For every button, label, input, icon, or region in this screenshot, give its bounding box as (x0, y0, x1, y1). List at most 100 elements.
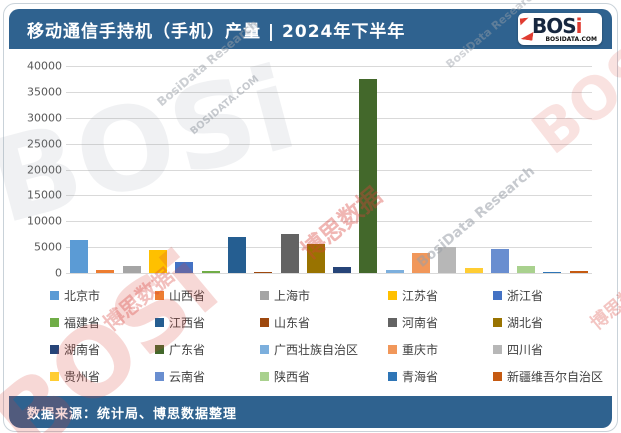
grid-line (66, 169, 592, 171)
bar-贵州省 (464, 268, 483, 273)
y-axis-label: 5000 (34, 240, 62, 254)
legend-swatch-icon (388, 290, 397, 300)
grid-line (66, 143, 592, 145)
legend-label: 广东省 (169, 342, 206, 357)
bar-江西省 (227, 237, 246, 273)
grid-line (66, 91, 592, 93)
legend-label: 浙江省 (507, 288, 544, 303)
legend-swatch-icon (493, 371, 502, 381)
grid-line (66, 195, 592, 197)
legend-swatch-icon (493, 344, 502, 354)
legend-swatch-icon (155, 371, 164, 381)
bar-河南省 (280, 234, 299, 273)
y-axis-label: 15000 (27, 188, 62, 202)
legend-item: 山东省 (260, 315, 388, 330)
legend-label: 湖北省 (507, 315, 544, 330)
legend-swatch-icon (260, 371, 269, 381)
legend-label: 福建省 (64, 315, 101, 330)
legend-label: 重庆市 (402, 342, 439, 357)
y-axis-label: 25000 (27, 137, 62, 151)
grid-line (66, 273, 592, 274)
legend-item: 湖南省 (50, 342, 155, 357)
logo-triangle-icon (520, 18, 530, 26)
y-axis-label: 40000 (27, 59, 62, 73)
grid-line (66, 66, 592, 67)
bar-上海市 (122, 266, 141, 273)
legend-item: 重庆市 (388, 342, 493, 357)
bar-浙江省 (175, 262, 194, 273)
y-axis-label: 30000 (27, 111, 62, 125)
legend-swatch-icon (50, 290, 59, 300)
legend-swatch-icon (493, 290, 502, 300)
bar-重庆市 (412, 253, 430, 273)
legend-swatch-icon (50, 344, 59, 354)
legend-item: 江西省 (155, 315, 260, 330)
legend-label: 河南省 (402, 315, 439, 330)
logo-domain: BOSIDATA.COM (545, 36, 597, 43)
bar-江苏省 (149, 250, 168, 273)
bar-湖南省 (333, 267, 352, 273)
legend-label: 云南省 (169, 369, 206, 384)
bar-湖北省 (306, 244, 325, 273)
bar-广西壮族自治区 (385, 270, 404, 273)
bar-山东省 (254, 272, 273, 273)
legend-label: 新疆维吾尔自治区 (507, 369, 604, 384)
legend-item: 四川省 (493, 342, 606, 357)
legend-item: 山西省 (155, 288, 260, 303)
legend-label: 贵州省 (64, 369, 101, 384)
legend-item: 浙江省 (493, 288, 606, 303)
legend-swatch-icon (493, 317, 502, 327)
legend-label: 湖南省 (64, 342, 101, 357)
bar-新疆维吾尔自治区 (569, 271, 588, 273)
legend-swatch-icon (388, 371, 397, 381)
bar-山西省 (96, 270, 115, 273)
legend-swatch-icon (155, 344, 164, 354)
legend-item: 河南省 (388, 315, 493, 330)
y-axis-label: 20000 (27, 163, 62, 176)
legend-swatch-icon (155, 290, 164, 300)
legend-item: 湖北省 (493, 315, 606, 330)
legend-item: 新疆维吾尔自治区 (493, 369, 606, 384)
grid-line (66, 221, 592, 223)
legend-item: 云南省 (155, 369, 260, 384)
bar-series (66, 66, 592, 273)
legend-item: 江苏省 (388, 288, 493, 303)
legend-label: 江苏省 (402, 288, 439, 303)
legend-swatch-icon (155, 317, 164, 327)
plot-area (66, 66, 592, 274)
legend-label: 上海市 (274, 288, 311, 303)
bar-福建省 (201, 271, 220, 273)
title-bar: 移动通信手持机（手机）产量 | 2024年下半年 BOSi BOSIDATA.C… (9, 9, 612, 49)
source-bar: 数据来源：统计局、博思数据整理 (9, 396, 612, 428)
bar-云南省 (490, 249, 509, 273)
bar-北京市 (70, 240, 89, 273)
legend-label: 广西壮族自治区 (274, 342, 359, 357)
legend-item: 广西壮族自治区 (260, 342, 388, 357)
chart-legend: 北京市 山西省 上海市 江苏省 浙江省福建省 江西省 山东省 河南省 湖北省湖南省 广东省 广西壮族… (50, 288, 606, 384)
bar-四川省 (438, 247, 457, 273)
legend-swatch-icon (260, 344, 269, 354)
legend-item: 青海省 (388, 369, 493, 384)
legend-label: 四川省 (507, 342, 544, 357)
legend-swatch-icon (260, 317, 269, 327)
bosi-logo: BOSi BOSIDATA.COM (518, 13, 602, 45)
legend-item: 上海市 (260, 288, 388, 303)
bar-陕西省 (517, 266, 536, 273)
legend-label: 山东省 (274, 315, 311, 330)
legend-item: 广东省 (155, 342, 260, 357)
legend-label: 陕西省 (274, 369, 311, 384)
bar-广东省 (359, 79, 378, 273)
y-axis-label: 10000 (27, 214, 62, 228)
legend-label: 青海省 (402, 369, 439, 384)
data-source-text: 数据来源：统计局、博思数据整理 (27, 406, 238, 422)
legend-swatch-icon (388, 317, 397, 327)
grid-line (66, 117, 592, 119)
bar-青海省 (543, 272, 562, 273)
y-axis-label: 35000 (27, 85, 62, 99)
y-axis-label: 0 (55, 266, 62, 280)
legend-swatch-icon (260, 290, 269, 300)
legend-item: 贵州省 (50, 369, 155, 384)
legend-item: 北京市 (50, 288, 155, 303)
